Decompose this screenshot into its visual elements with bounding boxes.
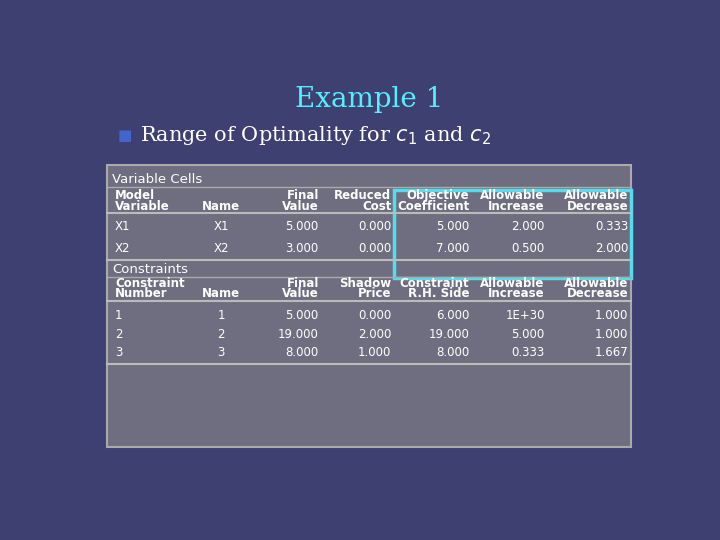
Text: 1: 1 xyxy=(115,309,122,322)
Text: Constraint: Constraint xyxy=(400,277,469,290)
Text: Allowable: Allowable xyxy=(564,277,629,290)
Text: 19.000: 19.000 xyxy=(428,328,469,341)
Text: X2: X2 xyxy=(115,242,130,255)
Text: Increase: Increase xyxy=(488,200,545,213)
Text: Allowable: Allowable xyxy=(480,277,545,290)
Text: 3: 3 xyxy=(217,347,225,360)
Text: 1E+30: 1E+30 xyxy=(505,309,545,322)
Text: X2: X2 xyxy=(213,242,229,255)
Text: Objective: Objective xyxy=(407,190,469,202)
Text: 2.000: 2.000 xyxy=(358,328,392,341)
Text: Shadow: Shadow xyxy=(339,277,392,290)
Text: 0.000: 0.000 xyxy=(358,220,392,233)
Text: 1.667: 1.667 xyxy=(595,347,629,360)
Text: 0.000: 0.000 xyxy=(358,242,392,255)
Text: Range of Optimality for $\mathit{c}_1$ and $\mathit{c}_2$: Range of Optimality for $\mathit{c}_1$ a… xyxy=(140,124,491,147)
Text: 19.000: 19.000 xyxy=(278,328,319,341)
Text: Final: Final xyxy=(287,190,319,202)
Text: 5.000: 5.000 xyxy=(436,220,469,233)
Text: 2.000: 2.000 xyxy=(595,242,629,255)
Text: 2: 2 xyxy=(115,328,122,341)
Text: 1: 1 xyxy=(217,309,225,322)
Text: 8.000: 8.000 xyxy=(436,347,469,360)
Text: Allowable: Allowable xyxy=(564,190,629,202)
Text: Allowable: Allowable xyxy=(480,190,545,202)
FancyBboxPatch shape xyxy=(394,190,631,278)
Text: 5.000: 5.000 xyxy=(286,220,319,233)
Text: Value: Value xyxy=(282,287,319,300)
Text: 6.000: 6.000 xyxy=(436,309,469,322)
Text: R.H. Side: R.H. Side xyxy=(408,287,469,300)
Text: 3: 3 xyxy=(115,347,122,360)
Text: Final: Final xyxy=(287,277,319,290)
Text: 2: 2 xyxy=(217,328,225,341)
Text: 3.000: 3.000 xyxy=(286,242,319,255)
Text: Name: Name xyxy=(202,287,240,300)
Text: 7.000: 7.000 xyxy=(436,242,469,255)
Text: Decrease: Decrease xyxy=(567,287,629,300)
Text: 5.000: 5.000 xyxy=(511,328,545,341)
Text: 1.000: 1.000 xyxy=(595,309,629,322)
Text: Model: Model xyxy=(115,190,156,202)
Text: 1.000: 1.000 xyxy=(595,328,629,341)
Text: X1: X1 xyxy=(213,220,229,233)
Text: X1: X1 xyxy=(115,220,130,233)
Text: Increase: Increase xyxy=(488,287,545,300)
Text: 2.000: 2.000 xyxy=(511,220,545,233)
Text: Price: Price xyxy=(358,287,392,300)
Text: Example 1: Example 1 xyxy=(294,85,444,113)
FancyBboxPatch shape xyxy=(107,165,631,447)
Text: 0.000: 0.000 xyxy=(358,309,392,322)
Text: Name: Name xyxy=(202,200,240,213)
Text: 0.333: 0.333 xyxy=(595,220,629,233)
Text: 8.000: 8.000 xyxy=(286,347,319,360)
Text: Decrease: Decrease xyxy=(567,200,629,213)
Text: Variable Cells: Variable Cells xyxy=(112,173,202,186)
Text: 5.000: 5.000 xyxy=(286,309,319,322)
Text: 1.000: 1.000 xyxy=(358,347,392,360)
Text: 0.500: 0.500 xyxy=(511,242,545,255)
Text: 0.333: 0.333 xyxy=(511,347,545,360)
Text: ■: ■ xyxy=(118,128,132,143)
Text: Variable: Variable xyxy=(115,200,170,213)
Text: Value: Value xyxy=(282,200,319,213)
Text: Reduced: Reduced xyxy=(334,190,392,202)
Text: Coefficient: Coefficient xyxy=(397,200,469,213)
Text: Cost: Cost xyxy=(362,200,392,213)
Text: Constraints: Constraints xyxy=(112,264,189,276)
Text: Constraint: Constraint xyxy=(115,277,185,290)
Text: Number: Number xyxy=(115,287,168,300)
